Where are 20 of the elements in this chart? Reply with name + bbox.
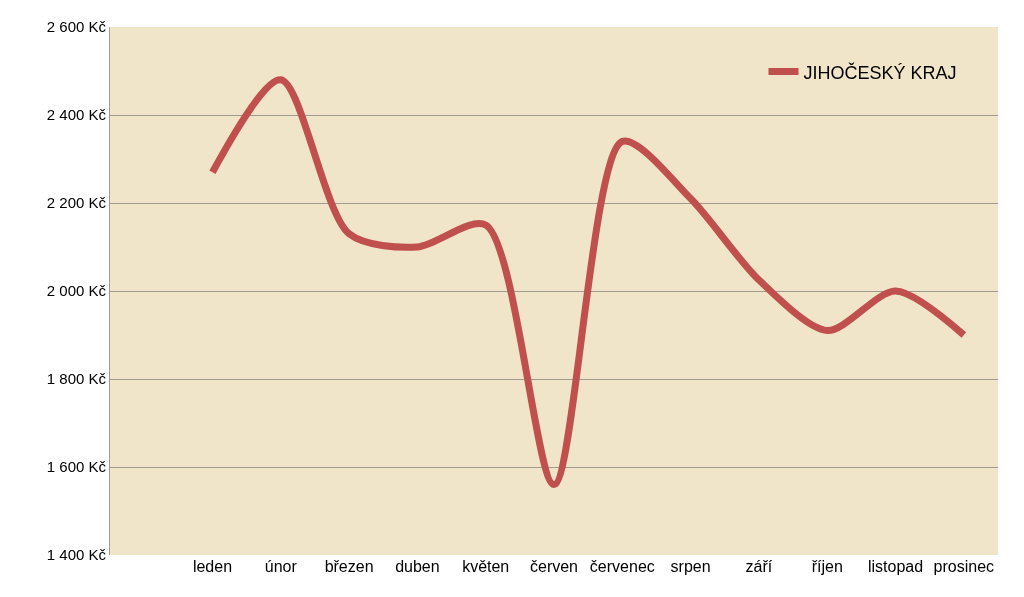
x-tick-label: leden (192, 558, 233, 575)
x-tick-label: listopad (867, 558, 924, 575)
y-tick-label: 2 200 Kč (46, 194, 107, 212)
y-tick-label: 1 600 Kč (46, 458, 107, 476)
x-tick-label: únor (264, 558, 298, 575)
x-tick-label: březen (324, 558, 374, 575)
y-tick-label: 1 400 Kč (46, 546, 107, 564)
y-tick-label: 2 000 Kč (46, 282, 107, 300)
y-tick-label: 2 400 Kč (46, 106, 107, 124)
legend-label: JIHOČESKÝ KRAJ (803, 61, 957, 83)
x-tick-label: červen (529, 558, 579, 575)
x-tick-label: prosinec (933, 558, 995, 575)
x-tick-label: červenec (589, 558, 655, 575)
x-tick-label: květen (462, 558, 510, 575)
y-tick-label: 2 600 Kč (46, 18, 107, 36)
x-tick-label: říjen (811, 558, 843, 575)
x-tick-label: duben (395, 558, 440, 575)
y-tick-label: 1 800 Kč (46, 370, 107, 388)
x-tick-label: srpen (670, 558, 711, 575)
x-tick-label: září (745, 558, 773, 575)
